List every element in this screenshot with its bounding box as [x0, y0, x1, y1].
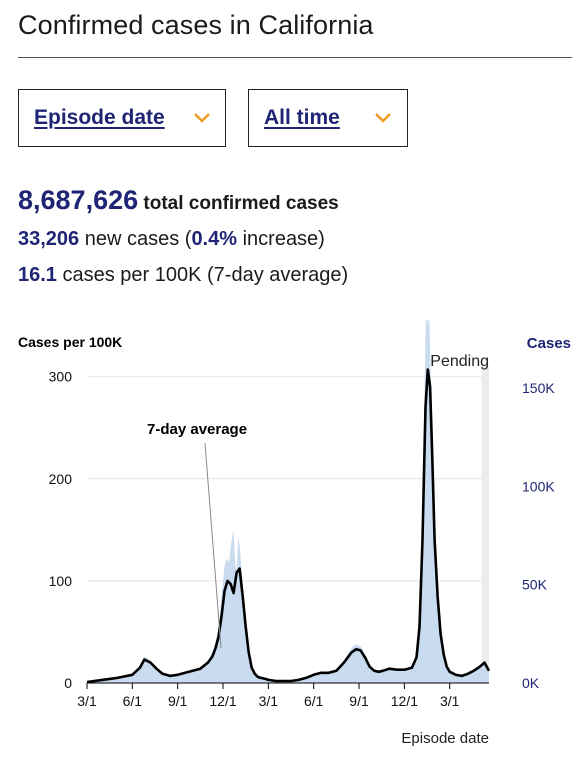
pending-label: Pending [430, 353, 489, 370]
average-annotation-label: 7-day average [147, 421, 247, 438]
increase-label: increase) [237, 228, 325, 250]
increase-percent: 0.4% [191, 228, 238, 250]
time-range-dropdown-label: All time [264, 106, 340, 129]
y-axis-right-label: Cases [527, 335, 571, 352]
y-axis-left-ticks: 0 100 200 300 [49, 369, 73, 691]
y-left-tick-label: 300 [49, 369, 73, 385]
x-tick-label: 6/1 [304, 693, 324, 709]
episode-date-dropdown-label: Episode date [34, 106, 165, 129]
total-cases-label: total confirmed cases [143, 193, 339, 214]
x-tick-label: 3/1 [440, 693, 460, 709]
seven-day-average-line [86, 368, 491, 684]
x-tick-label: 3/1 [77, 693, 97, 709]
page-title: Confirmed cases in California [18, 10, 374, 40]
pending-band [481, 366, 489, 683]
x-axis-label: Episode date [401, 730, 489, 747]
x-tick-label: 12/1 [209, 693, 236, 709]
y-axis-right-ticks: 0K 50K 100K 150K [522, 380, 555, 691]
y-right-tick-label: 150K [522, 380, 555, 396]
total-cases-stat: 8,687,626 total confirmed cases [18, 185, 339, 216]
episode-date-dropdown[interactable]: Episode date [18, 89, 226, 147]
x-tick-label: 9/1 [349, 693, 369, 709]
y-left-tick-label: 0 [64, 675, 72, 691]
chevron-down-icon [194, 113, 210, 123]
title-divider [18, 57, 572, 58]
y-right-tick-label: 50K [522, 577, 548, 593]
y-left-tick-label: 200 [49, 471, 73, 487]
x-tick-label: 9/1 [168, 693, 188, 709]
x-tick-label: 12/1 [391, 693, 418, 709]
case-rate-value: 16.1 [18, 264, 57, 286]
x-axis-ticks: 3/1 6/1 9/1 12/1 3/1 6/1 9/1 12/1 3/1 [77, 683, 460, 709]
total-cases-value: 8,687,626 [18, 185, 139, 215]
cases-chart: 3/1 6/1 9/1 12/1 3/1 6/1 9/1 12/1 3/1 0 100 200 300… [18, 320, 571, 747]
x-tick-label: 6/1 [123, 693, 143, 709]
new-cases-stat: 33,206 new cases (0.4% increase) [18, 228, 325, 251]
average-annotation-leader [204, 442, 222, 649]
new-cases-label: new cases ( [79, 228, 192, 250]
case-rate-label: cases per 100K (7-day average) [56, 264, 349, 286]
new-cases-value: 33,206 [18, 228, 80, 250]
y-axis-left-label: Cases per 100K [18, 334, 122, 350]
chevron-down-icon [375, 113, 391, 123]
x-tick-label: 3/1 [259, 693, 279, 709]
y-right-tick-label: 0K [522, 675, 540, 691]
time-range-dropdown[interactable]: All time [248, 89, 408, 147]
case-rate-stat: 16.1 cases per 100K (7-day average) [18, 264, 348, 287]
y-left-tick-label: 100 [49, 573, 73, 589]
y-right-tick-label: 100K [522, 478, 555, 494]
